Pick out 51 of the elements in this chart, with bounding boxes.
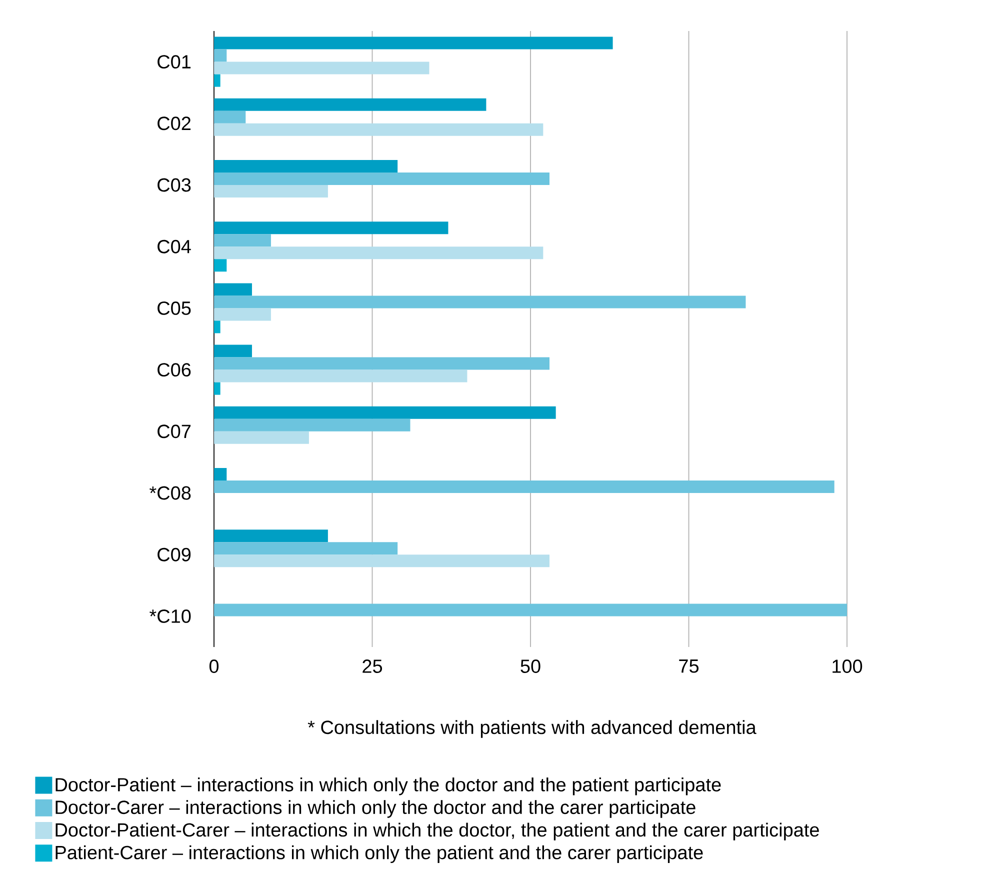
bar bbox=[214, 246, 544, 260]
y-tick-label: C02 bbox=[158, 116, 191, 130]
bar bbox=[214, 62, 430, 74]
x-tick-label: 25 bbox=[362, 660, 382, 673]
bar bbox=[214, 357, 550, 370]
bar bbox=[214, 530, 328, 542]
y-tick-label: C01 bbox=[158, 55, 191, 69]
x-tick-label: 0 bbox=[209, 660, 219, 673]
bar bbox=[214, 110, 246, 124]
legend-label: Doctor-Patient – interactions in which only the doctor and the patient participate bbox=[56, 777, 721, 796]
legend-label: Doctor-Patient-Carer – interactions in which the doctor, the patient and the carer participate bbox=[56, 822, 819, 840]
bar bbox=[214, 36, 613, 50]
bar bbox=[214, 296, 746, 308]
bar bbox=[214, 49, 227, 62]
bar bbox=[214, 431, 309, 444]
bar bbox=[214, 283, 252, 296]
y-tick-label: C03 bbox=[158, 178, 191, 192]
text: * Consultations with patients with advanced dementia bbox=[308, 720, 756, 738]
bar bbox=[214, 554, 550, 568]
bar bbox=[214, 185, 328, 198]
x-tick-label: 100 bbox=[832, 660, 862, 673]
y-tick-label: C04 bbox=[158, 240, 191, 254]
bar bbox=[214, 382, 220, 395]
y-tick-label: *C10 bbox=[150, 609, 191, 623]
bar bbox=[214, 308, 271, 321]
bar bbox=[214, 370, 468, 382]
bar bbox=[214, 259, 227, 272]
bar bbox=[214, 123, 544, 136]
bar bbox=[214, 74, 220, 87]
x-tick-label: 50 bbox=[520, 660, 540, 673]
bar bbox=[214, 98, 486, 111]
y-tick-label: C09 bbox=[158, 548, 191, 562]
y-tick-label: C05 bbox=[158, 301, 191, 315]
bar bbox=[214, 604, 848, 616]
bar bbox=[214, 406, 556, 419]
bar bbox=[214, 418, 410, 432]
bar bbox=[214, 542, 398, 555]
y-tick-label: C06 bbox=[158, 363, 191, 377]
bar bbox=[214, 160, 398, 173]
bar bbox=[214, 344, 252, 358]
bar bbox=[214, 480, 834, 494]
y-tick-label: *C08 bbox=[150, 486, 191, 500]
legend-label: Patient-Carer – interactions in which only the patient and the carer participate bbox=[56, 845, 703, 864]
bar bbox=[214, 222, 448, 234]
x-tick-label: 75 bbox=[679, 660, 699, 673]
bar bbox=[214, 172, 550, 186]
bar bbox=[214, 320, 220, 334]
legend-label: Doctor-Carer – interactions in which only the doctor and the carer participate bbox=[56, 800, 696, 818]
bar bbox=[214, 468, 227, 481]
bar bbox=[214, 234, 271, 247]
y-tick-label: C07 bbox=[158, 424, 191, 438]
